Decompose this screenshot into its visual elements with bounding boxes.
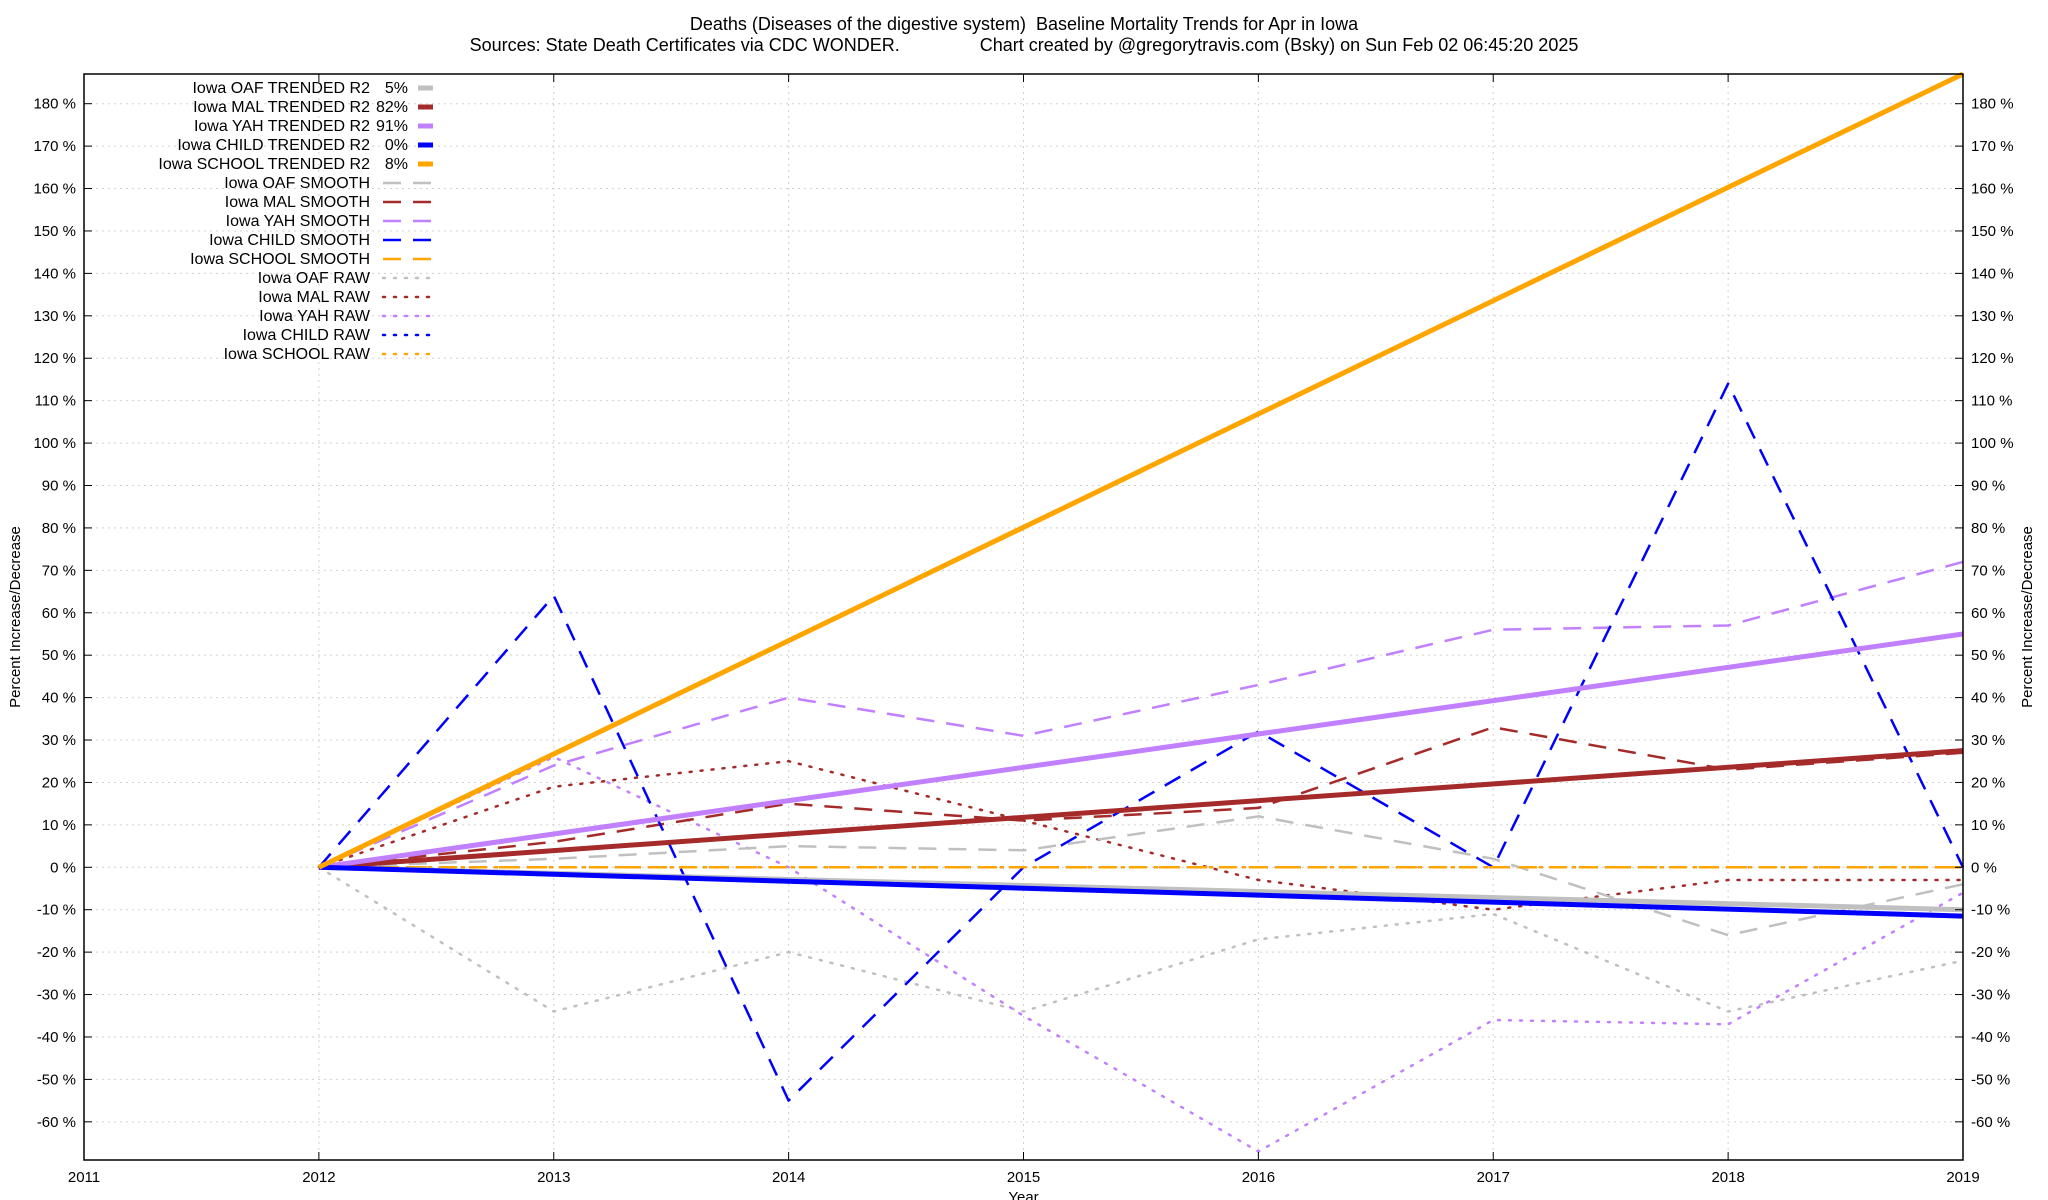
y-tick-label-right: -60 % [1971,1114,2010,1131]
y-tick-label-left: 90 % [42,477,76,494]
legend-label: Iowa CHILD RAW [243,327,371,344]
series-line-iowa-oaf-raw [317,866,1965,1013]
legend-label: Iowa OAF RAW [258,270,371,287]
x-tick-label: 2016 [1242,1169,1275,1186]
legend-label: Iowa YAH TRENDED R2 [194,118,370,135]
legend-r2-value: 82% [376,99,408,116]
y-tick-label-left: 0 % [50,859,76,876]
y-tick-label-right: 160 % [1971,181,2014,198]
y-tick-label-left: 130 % [33,308,76,325]
y-tick-label-left: 160 % [33,181,76,198]
legend-r2-value: 0% [385,137,408,154]
y-tick-label-left: 80 % [42,520,76,537]
series-line-iowa-mal-smooth [318,726,1964,869]
legend-label: Iowa CHILD TRENDED R2 [177,137,370,154]
legend-label: Iowa YAH SMOOTH [226,213,370,230]
y-tick-label-left: 140 % [33,265,76,282]
y-tick-label-right: 10 % [1971,817,2005,834]
y-tick-label-right: 80 % [1971,520,2005,537]
legend-r2-value: 91% [376,118,408,135]
y-tick-label-right: 130 % [1971,308,2014,325]
y-tick-label-right: 60 % [1971,605,2005,622]
series-line-iowa-child-trended-r2 [318,864,1964,919]
legend-label: Iowa OAF SMOOTH [224,175,370,192]
y-tick-label-left: -50 % [37,1071,76,1088]
x-tick-label: 2017 [1477,1169,1510,1186]
y-tick-label-right: 100 % [1971,435,2014,452]
legend-label: Iowa CHILD SMOOTH [209,232,370,249]
y-tick-label-left: 20 % [42,774,76,791]
x-tick-label: 2018 [1711,1169,1744,1186]
x-tick-label: 2014 [772,1169,805,1186]
x-tick-label: 2013 [537,1169,570,1186]
legend-r2-value: 8% [385,156,408,173]
y-tick-label-left: 180 % [33,96,76,113]
y-tick-label-right: 110 % [1971,393,2012,410]
legend-label: Iowa SCHOOL SMOOTH [190,251,370,268]
y-tick-label-right: 140 % [1971,265,2014,282]
y-tick-label-right: 170 % [1971,138,2014,155]
legend-r2-value: 5% [385,80,408,97]
series-line-iowa-yah-raw [317,755,1965,1153]
y-tick-label-right: -30 % [1971,987,2010,1004]
y-axis-label-right: Percent Increase/Decrease [2019,526,2036,708]
y-tick-label-left: 170 % [33,138,76,155]
y-tick-label-right: 20 % [1971,774,2005,791]
series-line-iowa-mal-raw [317,759,1965,911]
y-tick-label-left: -40 % [37,1029,76,1046]
y-tick-label-left: -20 % [37,944,76,961]
x-axis-label: Year [1008,1189,1038,1200]
x-tick-label: 2012 [302,1169,335,1186]
x-tick-label: 2019 [1946,1169,1979,1186]
chart-subtitle: Sources: State Death Certificates via CD… [469,35,1579,55]
y-tick-label-left: -10 % [37,902,76,919]
legend-label: Iowa MAL TRENDED R2 [193,99,370,116]
series-line-iowa-oaf-smooth [318,815,1964,937]
y-tick-label-left: 70 % [42,562,76,579]
y-tick-label-left: 50 % [42,647,76,664]
legend-label: Iowa YAH RAW [259,308,371,325]
y-tick-label-left: 40 % [42,690,76,707]
x-tick-label: 2015 [1007,1169,1040,1186]
x-tick-label: 2011 [68,1169,100,1186]
y-tick-label-left: 120 % [33,350,76,367]
y-tick-label-right: 180 % [1971,96,2014,113]
legend-label: Iowa SCHOOL TRENDED R2 [158,156,370,173]
y-tick-label-left: 150 % [33,223,76,240]
legend-label: Iowa MAL RAW [258,289,371,306]
y-tick-label-right: 0 % [1971,859,1997,876]
y-tick-label-right: -50 % [1971,1071,2010,1088]
y-axis-label-left: Percent Increase/Decrease [7,526,24,708]
legend-label: Iowa MAL SMOOTH [225,194,370,211]
series-line-iowa-yah-smooth [318,560,1964,869]
y-tick-label-left: 100 % [33,435,76,452]
y-tick-label-right: 50 % [1971,647,2005,664]
y-tick-label-right: 120 % [1971,350,2014,367]
y-tick-label-left: 30 % [42,732,76,749]
series-line-iowa-school-trended-r2 [317,71,1965,870]
y-tick-label-left: 110 % [35,393,76,410]
y-tick-label-left: 10 % [42,817,76,834]
legend: Iowa OAF TRENDED R2 5% Iowa MAL TRENDED R2… [158,80,435,363]
y-tick-label-right: 150 % [1971,223,2014,240]
y-tick-label-right: -40 % [1971,1029,2010,1046]
series-line-iowa-yah-trended-r2 [318,631,1964,870]
y-tick-label-right: 40 % [1971,690,2005,707]
y-tick-label-right: -10 % [1971,902,2010,919]
y-tick-label-left: -60 % [37,1114,76,1131]
series-line-iowa-child-smooth [317,382,1965,1102]
y-tick-label-left: 60 % [42,605,76,622]
y-tick-label-right: 90 % [1971,477,2005,494]
y-tick-label-right: 70 % [1971,562,2005,579]
y-tick-label-right: 30 % [1971,732,2005,749]
chart-title: Deaths (Diseases of the digestive system… [689,14,1359,34]
y-tick-label-right: -20 % [1971,944,2010,961]
legend-label: Iowa OAF TRENDED R2 [192,80,370,97]
y-tick-label-left: -30 % [37,987,76,1004]
series-line-iowa-mal-trended-r2 [318,748,1964,870]
legend-label: Iowa SCHOOL RAW [224,346,371,363]
